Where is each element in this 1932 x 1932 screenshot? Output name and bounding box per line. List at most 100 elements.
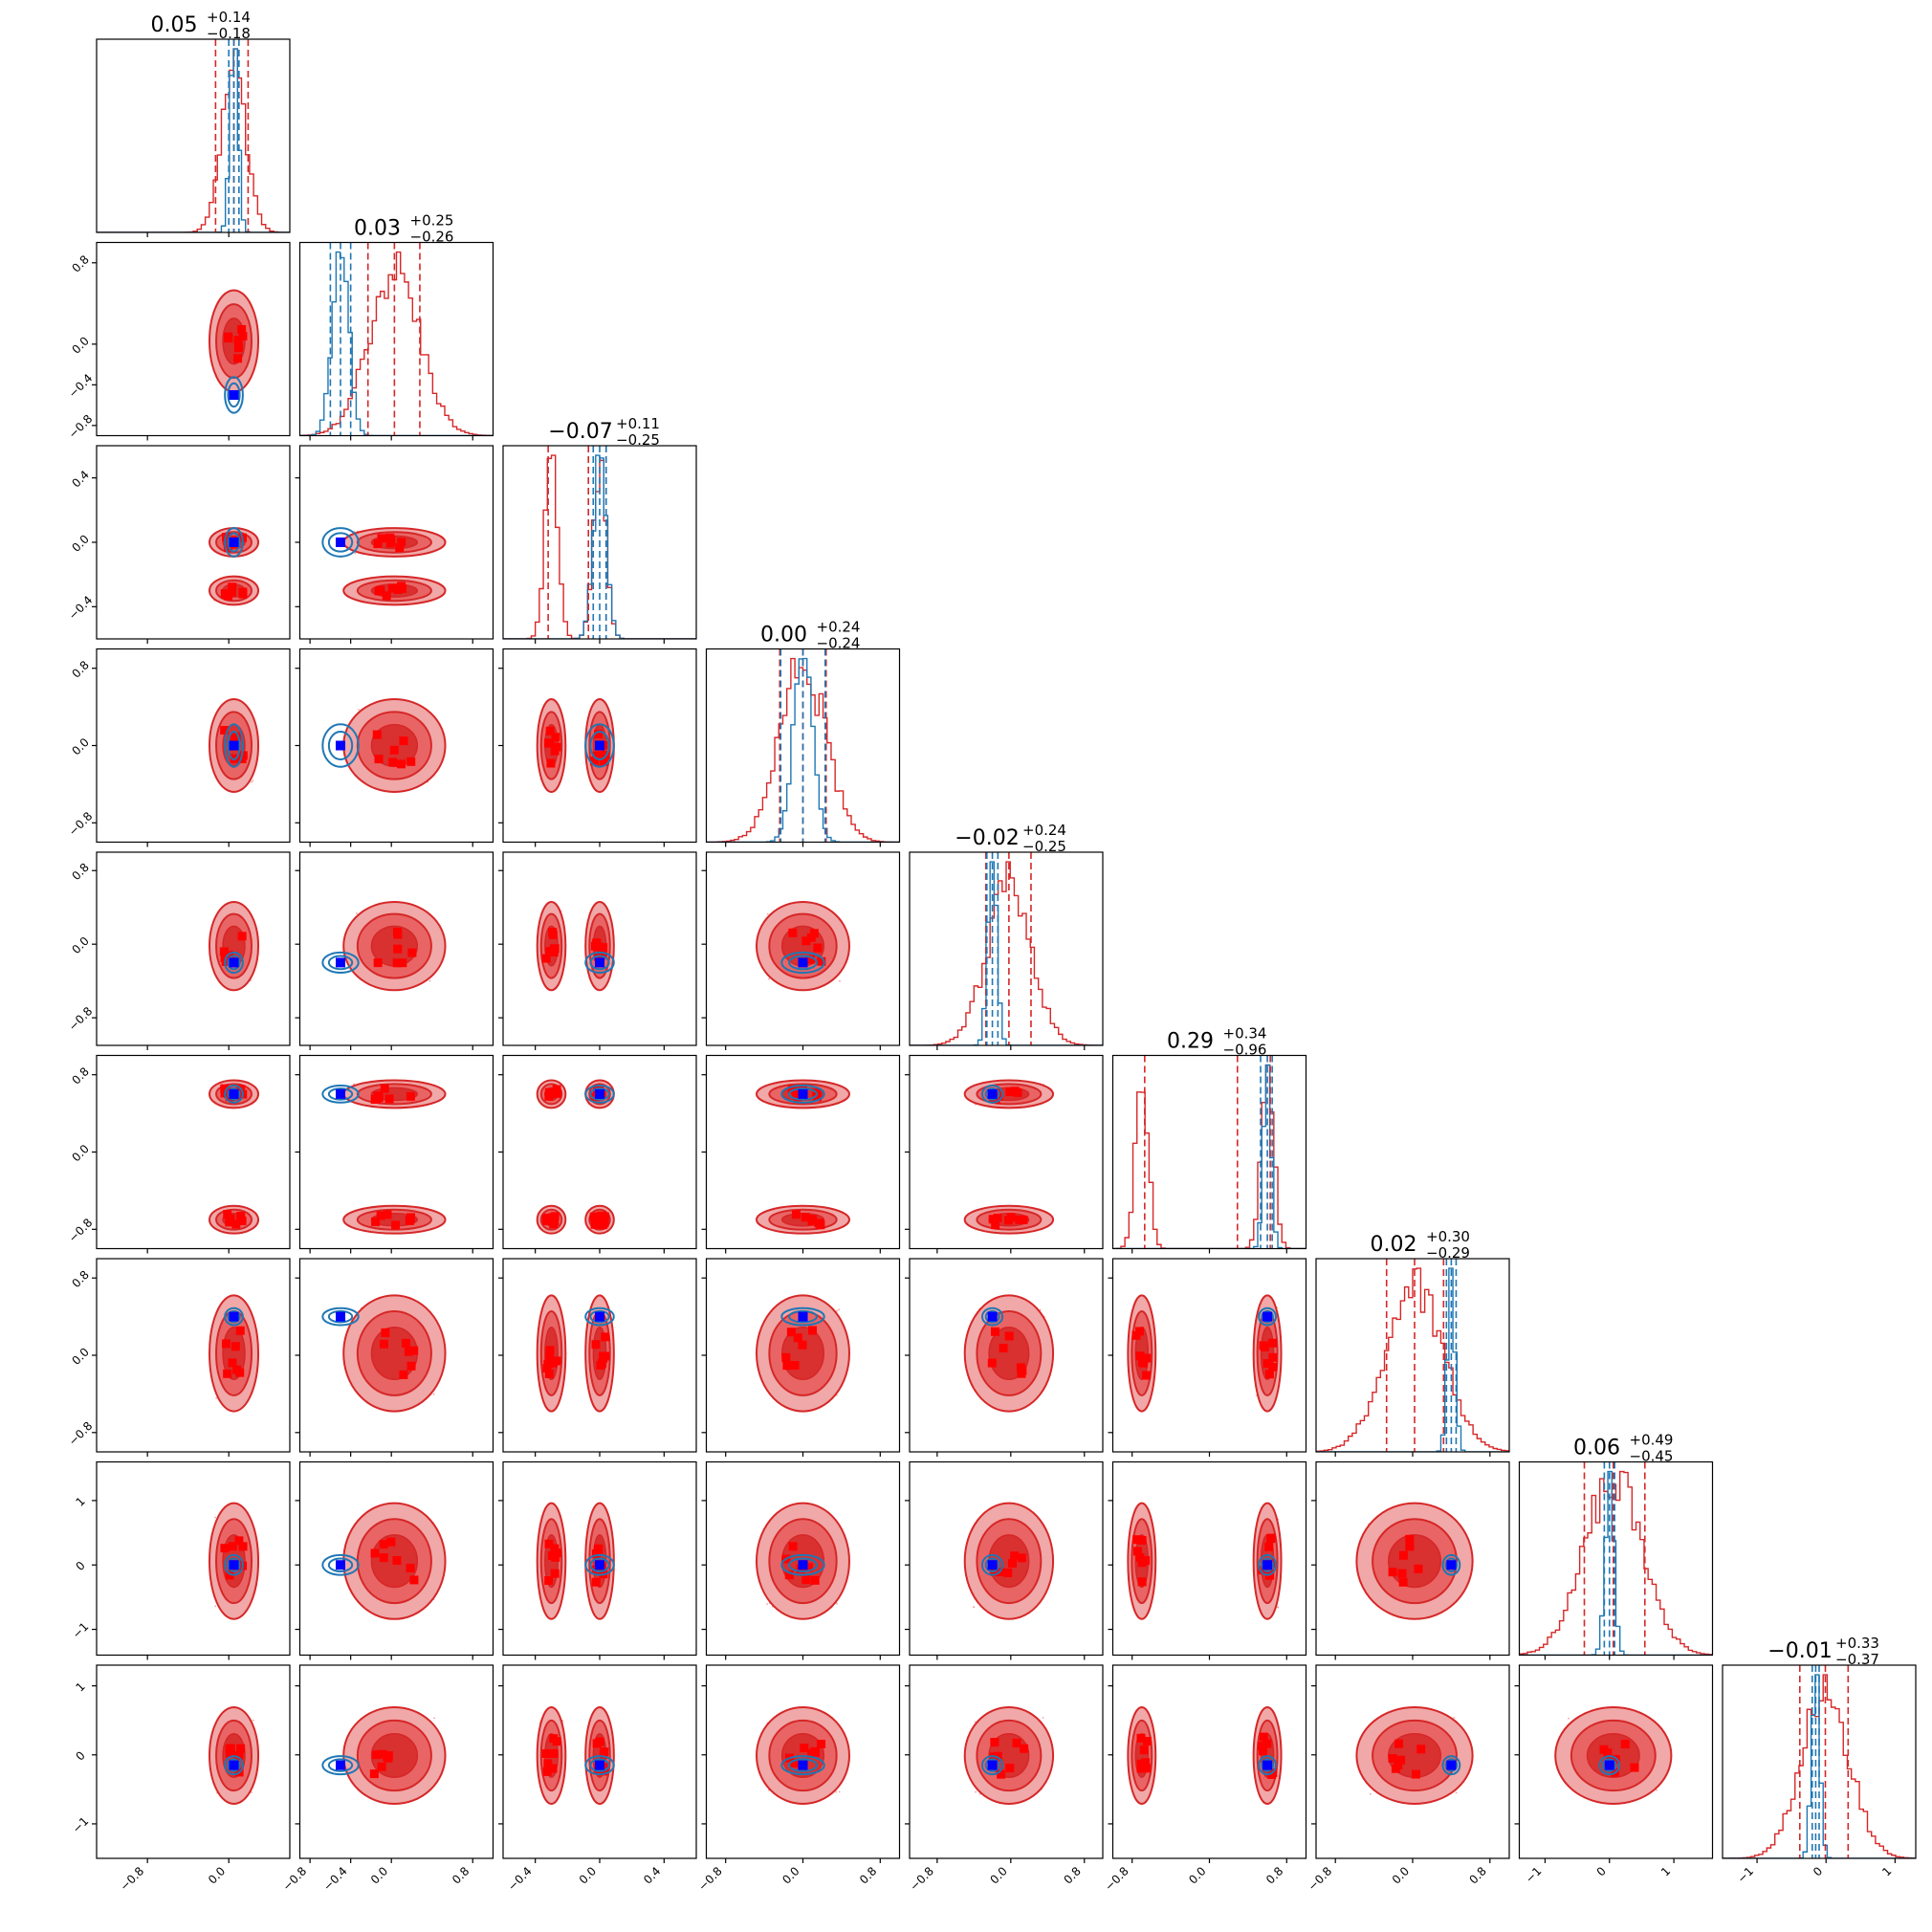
red-marker: [379, 1553, 388, 1563]
blue-truth-marker: [798, 957, 808, 968]
y-tick-label: −0.8: [66, 1419, 96, 1449]
y-tick-label: 0: [74, 1748, 88, 1763]
y-tick-label: 0.8: [69, 1268, 91, 1290]
red-marker: [599, 1220, 608, 1230]
x-tick-label: −0.8: [907, 1864, 936, 1894]
blue-contour-inner: [1444, 1758, 1459, 1772]
sample-dot: [353, 1083, 356, 1086]
x-tick-label: 0.4: [641, 1864, 663, 1886]
red-marker: [991, 1219, 1000, 1229]
blue-contour-inner: [327, 1758, 354, 1772]
red-marker: [1398, 1577, 1408, 1587]
blue-contour-inner: [788, 955, 818, 971]
red-marker: [373, 958, 383, 968]
blue-contour-inner: [589, 731, 610, 760]
red-marker: [224, 332, 233, 341]
red-histogram: [1519, 1470, 1713, 1656]
red-marker: [987, 1358, 997, 1368]
red-marker: [230, 733, 239, 742]
red-marker: [800, 1743, 809, 1752]
sample-dot: [1042, 1717, 1044, 1719]
sample-dot: [356, 912, 358, 914]
red-marker: [228, 1358, 237, 1368]
red-marker: [1267, 1338, 1277, 1348]
red-marker: [788, 1542, 798, 1551]
red-marker: [591, 1548, 601, 1558]
blue-contour-outer: [584, 1085, 615, 1104]
red-marker: [233, 343, 243, 353]
blue-contour-inner: [589, 1758, 610, 1772]
panel-title-value: 0.29: [1167, 1030, 1214, 1054]
blue-contour-inner: [327, 1087, 354, 1101]
red-marker: [550, 1544, 560, 1553]
x-tick-label: −0.8: [1306, 1864, 1335, 1894]
blue-contour-outer: [584, 1755, 615, 1776]
red-marker: [1016, 1363, 1025, 1372]
blue-contour-outer: [1441, 1553, 1461, 1576]
red-marker: [552, 1356, 561, 1366]
red-marker: [1132, 1547, 1142, 1556]
red-marker: [552, 1085, 561, 1094]
y-tick-label: 0.8: [69, 861, 91, 883]
panel-7-3: [701, 1460, 901, 1660]
red-histogram: [1316, 1267, 1509, 1452]
red-marker: [406, 1091, 415, 1101]
panel-frame: [298, 241, 494, 437]
red-marker: [782, 1361, 792, 1371]
red-marker: [383, 1752, 392, 1762]
red-marker: [373, 539, 383, 549]
red-marker: [1010, 1087, 1020, 1096]
red-marker: [220, 726, 230, 735]
blue-contour-outer: [980, 1553, 1004, 1576]
blue-truth-marker: [229, 1088, 239, 1099]
red-marker: [1388, 1568, 1397, 1577]
red-marker: [1411, 1769, 1420, 1779]
sample-dot: [1453, 1717, 1456, 1719]
panel-title-minus: −0.18: [207, 25, 251, 42]
blue-truth-marker: [595, 1088, 604, 1099]
red-marker: [379, 1540, 388, 1549]
blue-truth-marker: [229, 1760, 239, 1770]
blue-contour-inner: [788, 1087, 818, 1101]
red-marker: [542, 1364, 552, 1373]
red-marker: [1003, 1568, 1013, 1577]
panel-7-1: [295, 1460, 494, 1660]
red-marker: [591, 1565, 601, 1574]
blue-contour-outer: [584, 723, 615, 768]
blue-contour-inner: [227, 1557, 241, 1572]
red-marker: [387, 583, 397, 593]
panel-title-minus: −0.25: [616, 431, 660, 449]
blue-contour-inner: [1261, 1758, 1274, 1772]
blue-contour-inner: [984, 1557, 1000, 1572]
blue-truth-marker: [229, 389, 239, 400]
blue-contour-inner: [1444, 1557, 1459, 1572]
red-marker: [1005, 1764, 1015, 1773]
y-tick-label: −0.8: [66, 412, 96, 442]
red-marker: [590, 756, 600, 765]
blue-contour-outer: [780, 1553, 825, 1576]
panel-8-7: −1 0 1: [1514, 1664, 1714, 1886]
red-marker: [237, 324, 247, 334]
y-tick-label: 0.0: [69, 735, 91, 757]
red-marker: [988, 1215, 998, 1224]
sample-dot: [836, 1602, 838, 1605]
y-tick-label: −1: [70, 1620, 91, 1641]
blue-truth-marker: [1262, 1760, 1273, 1770]
blue-contour-outer: [321, 1755, 360, 1776]
panel-title-plus: +0.30: [1426, 1228, 1470, 1245]
red-marker: [1268, 1352, 1278, 1362]
red-marker: [990, 1327, 999, 1336]
x-tick-label: −1: [1523, 1864, 1544, 1885]
red-marker: [551, 733, 560, 742]
red-marker: [383, 1210, 392, 1219]
red-marker: [1394, 1739, 1403, 1748]
red-marker: [379, 1339, 388, 1349]
panel-title-value: 0.00: [760, 624, 807, 648]
red-marker: [1630, 1763, 1639, 1772]
x-tick-label: −0.8: [1102, 1864, 1131, 1894]
panel-1-0: −0.8 −0.4 0.0 0.8: [66, 241, 291, 442]
panel-title-value: −0.07: [548, 420, 612, 444]
blue-truth-marker: [595, 957, 604, 968]
sample-dot: [766, 912, 769, 915]
